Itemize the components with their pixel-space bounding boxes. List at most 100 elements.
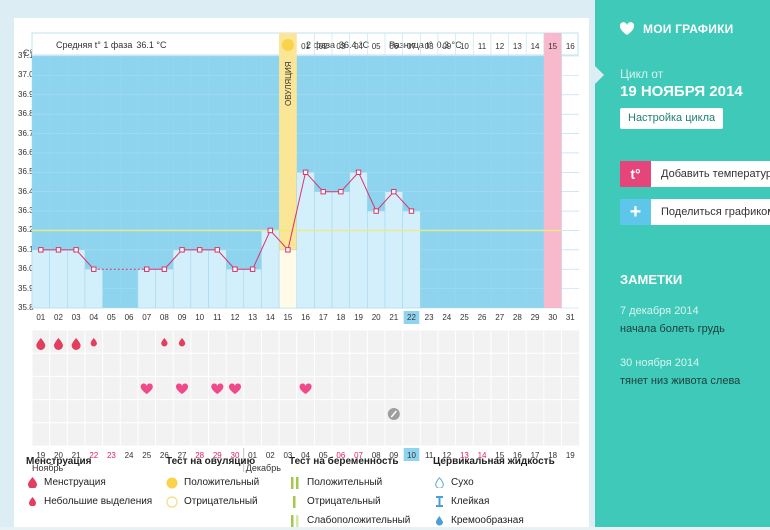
date-label: 08 — [372, 451, 381, 460]
temperature-line-segment — [75, 249, 95, 270]
temperature-line-segment — [252, 230, 271, 270]
temperature-point — [196, 247, 203, 253]
ovulation-column — [279, 33, 297, 308]
date-label: 05 — [319, 451, 328, 460]
temperature-line-segment — [340, 171, 359, 193]
legend-menstruation: Менструация Менструация Небольшие выделе… — [26, 456, 152, 511]
date-label: 25 — [142, 451, 151, 460]
temperature-point — [161, 266, 168, 272]
temperature-bar — [367, 210, 386, 309]
note-text[interactable]: начала болеть грудь — [620, 323, 725, 335]
negative-circle-icon — [166, 495, 178, 508]
legend-pregnancy-test: Тест на беременность Положительный Отриц… — [289, 456, 410, 530]
temperature-point — [249, 266, 256, 272]
phase2-day-label: 07 — [407, 42, 416, 51]
temperature-bar — [225, 268, 245, 309]
cycle-start-date: 19 НОЯБРЯ 2014 — [620, 83, 743, 100]
month-label: Ноябрь — [32, 463, 64, 473]
sticky-icon — [435, 496, 443, 507]
cycle-day-label: 14 — [266, 313, 275, 322]
cycle-day-label: 26 — [478, 313, 487, 322]
menstruation-drop-icon — [53, 338, 63, 350]
cycle-day-label: 09 — [178, 313, 187, 322]
temperature-point — [232, 266, 238, 272]
legend-cervical: Цервикальная жидкость Сухо Клейкая Кремо… — [433, 456, 555, 530]
temperature-bar — [84, 268, 103, 309]
date-label: 29 — [213, 451, 222, 460]
cycle-day-label: 18 — [336, 313, 345, 322]
date-label: 04 — [301, 451, 310, 460]
my-charts-link[interactable]: МОИ ГРАФИКИ — [619, 22, 733, 36]
notes-title: ЗАМЕТКИ — [620, 272, 683, 287]
y-axis-tick-label: 36.8 — [18, 109, 34, 119]
cycle-day-label: 16 — [301, 313, 310, 322]
light-spotting-icon — [90, 338, 97, 347]
cycle-from-label: Цикл от — [620, 67, 664, 81]
cycle-day-label: 17 — [319, 313, 328, 322]
add-temperature-button[interactable]: t° Добавить температуру — [620, 161, 770, 187]
temperature-point — [55, 247, 62, 253]
cycle-day-label: 11 — [213, 313, 222, 322]
temperature-point — [302, 169, 309, 176]
note-text[interactable]: тянет низ живота слева — [620, 375, 741, 387]
cycle-day-label: 06 — [125, 313, 134, 322]
cycle-day-label: 28 — [513, 313, 522, 322]
phase2-day-label: 04 — [354, 42, 363, 51]
chart-header: Средняя t° 1 фаза 36.1 °С 2 фаза 36.4 °С Р… — [31, 32, 579, 56]
cycle-day-label: 27 — [495, 313, 504, 322]
date-label: 21 — [72, 451, 81, 460]
date-label: 09 — [389, 451, 398, 460]
menstruation-drop-icon — [71, 338, 81, 350]
date-label: 18 — [548, 451, 557, 460]
date-label: 11 — [425, 451, 434, 460]
today-date-highlight — [403, 448, 420, 461]
temperature-point — [267, 227, 273, 234]
temperature-bar — [155, 268, 174, 309]
temperature-unit: С° — [23, 48, 34, 58]
date-label: 19 — [36, 451, 45, 460]
phase2-day-label: 09 — [442, 42, 451, 51]
phase2-day-label: 16 — [566, 42, 575, 51]
date-label: 07 — [354, 451, 363, 460]
cycle-day-label: 07 — [142, 313, 151, 322]
temperature-point — [373, 208, 379, 214]
cycle-day-label: 22 — [407, 313, 416, 322]
cycle-day-label: 23 — [425, 313, 434, 322]
date-label: 24 — [125, 451, 134, 460]
temperature-bar — [31, 249, 50, 309]
main-area: С° 37.1 37.0 36.9 36.8 36.7 36.6 36.5 36.4 36.3 3… — [0, 0, 595, 527]
temperature-bar — [261, 230, 280, 309]
positive-bars-icon — [291, 476, 299, 489]
cycle-day-label: 01 — [36, 313, 45, 322]
sidebar-notch — [595, 66, 604, 84]
temperature-point — [179, 247, 185, 253]
y-axis-tick-label: 36.0 — [18, 264, 34, 274]
phase1-summary: Средняя t° 1 фаза 36.1 °С — [56, 40, 167, 50]
cycle-day-label: 29 — [531, 313, 540, 322]
y-axis-tick-label: 36.3 — [18, 206, 34, 216]
temperature-line-segment — [287, 172, 307, 250]
date-label: 27 — [178, 451, 187, 460]
temperature-point — [320, 188, 326, 195]
temperature-line-segment — [375, 191, 395, 212]
drop-light-icon — [28, 497, 36, 506]
temperature-point — [214, 247, 221, 253]
date-label: 20 — [54, 451, 63, 460]
legend-item: Положительный — [307, 477, 383, 488]
temperature-bar — [49, 249, 68, 309]
legend-item: Клейкая — [451, 496, 490, 507]
legend-item: Отрицательный — [307, 496, 381, 507]
y-axis-tick-label: 36.5 — [18, 167, 34, 177]
date-label: 15 — [495, 451, 504, 460]
cycle-day-label: 15 — [283, 313, 292, 322]
phase2-day-label: 08 — [425, 42, 434, 51]
cycle-day-label: 12 — [231, 313, 240, 322]
today-highlight — [403, 311, 420, 324]
temperature-point — [355, 169, 362, 176]
ovulation-label: ОВУЛЯЦИЯ — [284, 61, 293, 106]
temperature-bar — [331, 191, 350, 309]
share-chart-button[interactable]: + Поделиться графиком — [620, 199, 770, 225]
phase2-day-label: 06 — [389, 42, 398, 51]
cycle-settings-button[interactable]: Настройка цикла — [620, 108, 724, 129]
temperature-bar — [384, 191, 403, 309]
